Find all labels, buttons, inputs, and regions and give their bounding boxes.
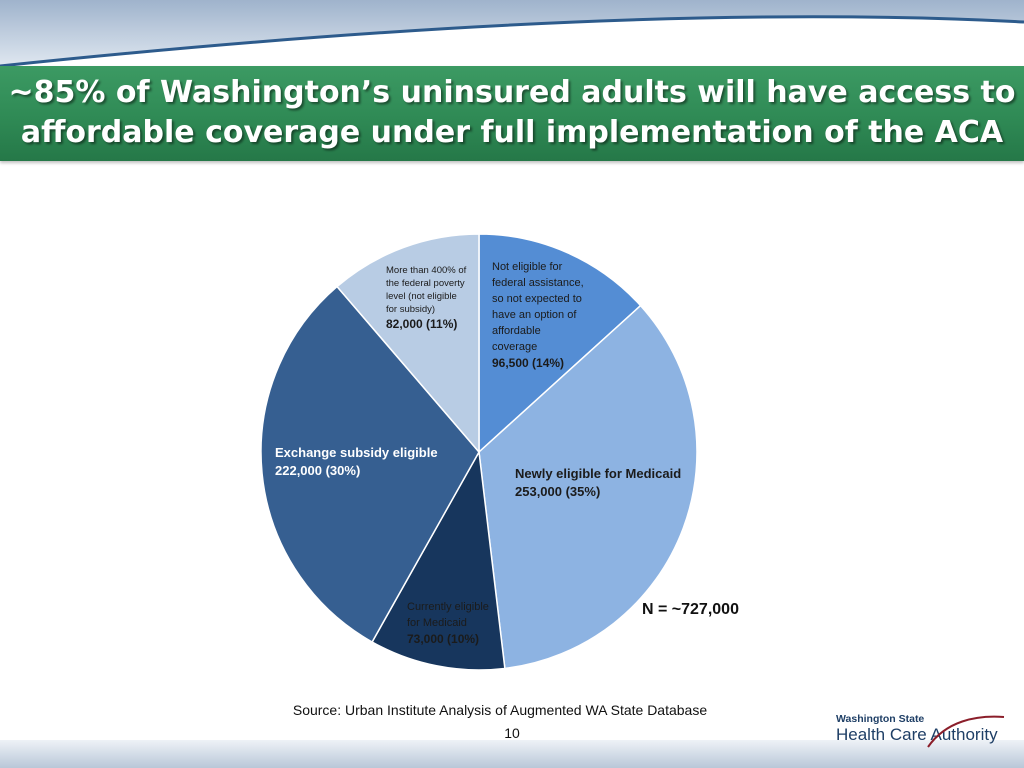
pie-slice-not-eligible [478,233,642,454]
slice-desc-line: for subsidy) [386,304,436,315]
pie-slice-newly-eligible-medicaid [478,304,698,670]
slice-desc-line: Newly eligible for Medicaid [515,466,682,481]
header-swoosh [0,0,1024,70]
slice-desc-line: level (not eligible [386,291,457,302]
pie-slice-over-400-fpl [335,233,480,455]
title-bar: ~85% of Washington’s uninsured adults wi… [0,66,1024,161]
pie-slice-exchange-subsidy [260,285,480,644]
total-label: N = ~727,000 [642,601,739,618]
hca-logo: Washington State Health Care Authority [836,713,1016,753]
slice-label-exchange-subsidy: Exchange subsidy eligible 222,000 (30%) [275,444,455,480]
footer-band [0,740,1024,768]
slice-desc-line: the federal poverty [386,278,465,289]
slice-label-not-eligible: Not eligible for federal assistance, so no… [492,259,602,371]
logo-line-2: Health Care Authority [836,725,998,744]
slice-value-label: 73,000 (10%) [407,632,480,646]
slice-desc-line: coverage [492,341,538,353]
slice-desc-line: affordable [492,325,541,337]
logo-swoosh-icon [927,715,1005,748]
logo-line-1: Washington State [836,713,925,725]
pie-slice-currently-eligible-medicaid [371,449,506,671]
source-note: Source: Urban Institute Analysis of Augm… [292,702,708,718]
slice-desc-line: so not expected to [492,293,582,305]
page-number: 10 [504,725,520,741]
slice-desc-line: for Medicaid [407,617,467,629]
slice-value-label: 253,000 (35%) [515,484,601,499]
slice-desc-line: federal assistance, [492,277,584,289]
slice-label-currently-eligible-medicaid: Currently eligible for Medicaid 73,000 (10… [407,599,507,647]
slice-value-label: 96,500 (14%) [492,356,565,370]
slide-title-line-2: affordable coverage under full implement… [20,115,1004,150]
slice-desc-line: Currently eligible [407,601,489,613]
slice-value-label: 222,000 (30%) [275,463,361,478]
slide-title: ~85% of Washington’s uninsured adults wi… [0,73,1024,153]
slice-value-label: 82,000 (11%) [386,317,458,331]
slice-label-newly-eligible-medicaid: Newly eligible for Medicaid 253,000 (35%) [515,465,695,501]
slice-label-over-400-fpl: More than 400% of the federal poverty leve… [386,264,482,332]
slide-title-line-1: ~85% of Washington’s uninsured adults wi… [8,75,1016,110]
slice-desc-line: have an option of [492,309,577,321]
slice-desc-line: Not eligible for [492,261,563,273]
slice-desc-line: More than 400% of [386,265,467,276]
slice-desc-line: Exchange subsidy eligible [275,445,438,460]
